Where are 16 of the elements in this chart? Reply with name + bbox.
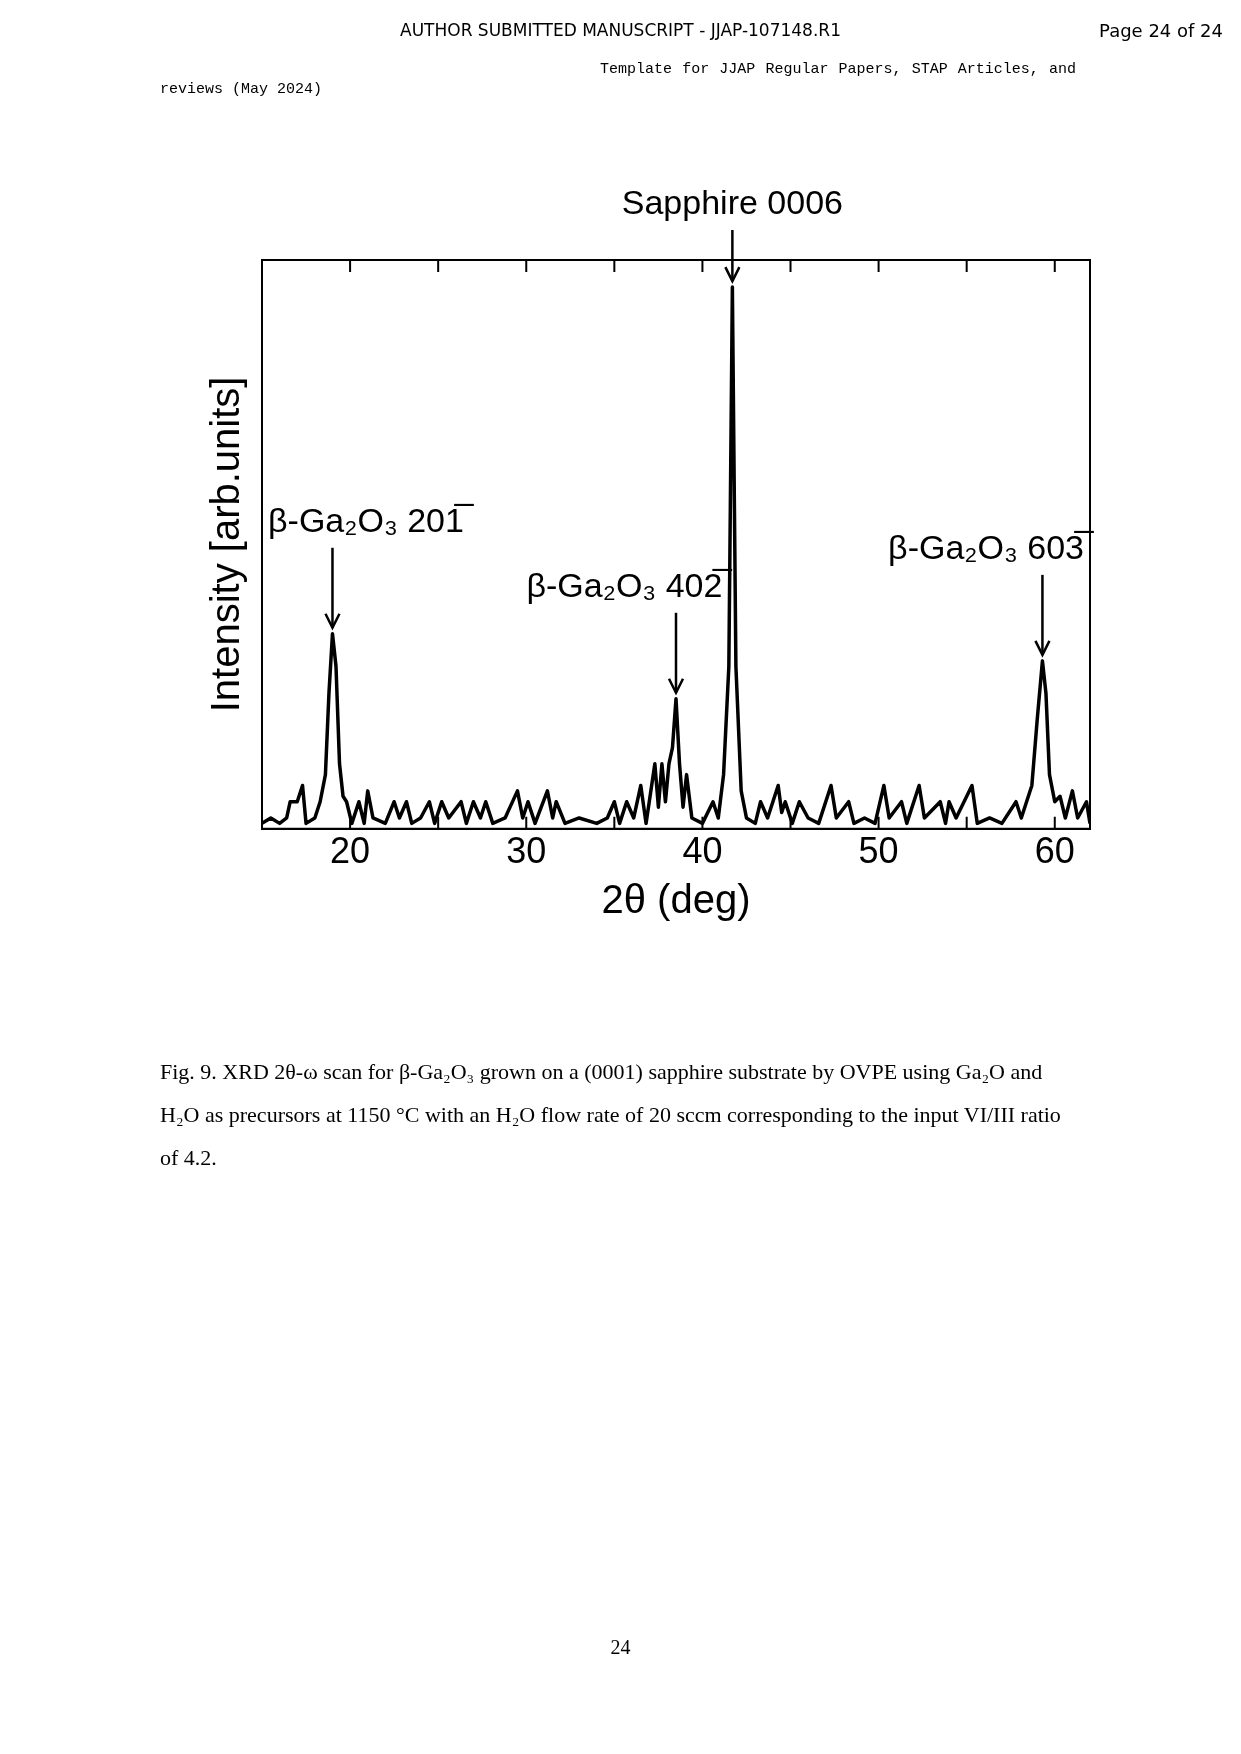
x-tick-label: 20 bbox=[330, 830, 371, 872]
annotation: Sapphire 0006 bbox=[621, 183, 843, 222]
text: Template for JJAP Regular Papers, STAP Articles, and reviews (May 2024) bbox=[160, 61, 1076, 98]
x-axis-title: 2θ (deg) bbox=[601, 877, 751, 922]
x-tick-label: 50 bbox=[858, 830, 899, 872]
annotation: β-Ga₂O₃ 201̅ bbox=[268, 501, 474, 540]
annotation: β-Ga₂O₃ 402̅ bbox=[526, 566, 733, 605]
x-tick-label: 40 bbox=[682, 830, 723, 872]
text: AUTHOR SUBMITTED MANUSCRIPT - JJAP-107148.R1 bbox=[400, 20, 841, 40]
annotation: β-Ga₂O₃ 603̅ bbox=[888, 528, 1094, 567]
text: Page 24 of 24 bbox=[1099, 20, 1223, 41]
x-tick-label: 60 bbox=[1034, 830, 1075, 872]
x-tick-label: 30 bbox=[506, 830, 547, 872]
text: 24 bbox=[609, 1636, 632, 1659]
y-axis-title: Intensity [arb.units] bbox=[203, 376, 248, 713]
caption: Fig. 9. XRD 2θ-ω scan for β-Ga₂O₃ grown on a (0001) sapphire substrate by OVPE using Ga₂O and H₂O as precursors at 1150 °C with an H₂O flow rate of 20 sccm corresponding to the input VI/III ratio of 4.2. bbox=[160, 1058, 1062, 1172]
